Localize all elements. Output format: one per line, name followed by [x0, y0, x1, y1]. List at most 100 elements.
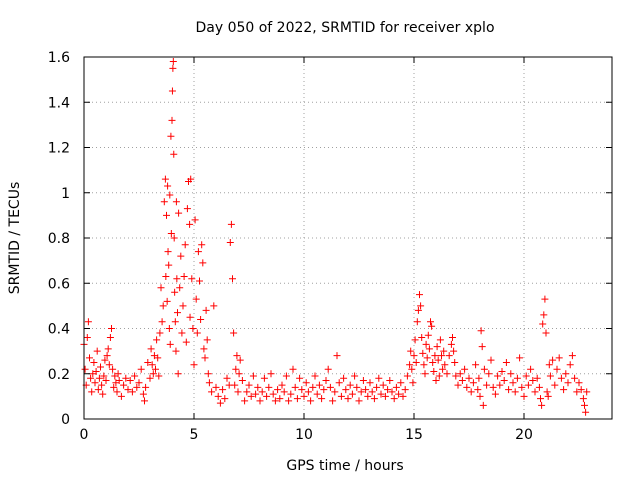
data-point — [191, 216, 199, 224]
data-point — [223, 374, 231, 382]
data-point — [451, 358, 459, 366]
data-point — [160, 198, 168, 206]
data-point — [562, 370, 570, 378]
data-point — [226, 239, 234, 247]
data-point — [187, 175, 195, 183]
data-point — [513, 374, 521, 382]
axis-ticks: 0 5 10 15 20 0 0.2 0.4 0.6 0.8 1 1.2 1.4 1.6 — [48, 50, 612, 443]
data-point — [439, 365, 447, 373]
data-point — [511, 388, 519, 396]
data-point — [110, 383, 118, 391]
data-point — [208, 388, 216, 396]
data-point — [95, 374, 103, 382]
data-point — [265, 383, 273, 391]
data-point — [200, 345, 208, 353]
data-point — [348, 390, 356, 398]
data-point — [205, 379, 213, 387]
data-point — [478, 343, 486, 351]
data-point — [416, 291, 423, 299]
data-point — [430, 367, 438, 375]
data-point — [355, 397, 363, 405]
data-point — [434, 356, 442, 364]
data-point — [531, 388, 539, 396]
data-point — [315, 381, 323, 389]
data-point — [137, 365, 145, 373]
data-point — [258, 388, 266, 396]
data-point — [441, 361, 449, 369]
y-tick-label: 0 — [61, 412, 70, 428]
data-point — [500, 377, 508, 385]
data-point — [233, 352, 241, 360]
data-point — [311, 372, 319, 380]
data-point — [397, 379, 405, 387]
data-point — [386, 377, 394, 385]
data-point — [496, 381, 504, 389]
data-point — [368, 388, 376, 396]
y-tick-label: 1 — [61, 186, 70, 202]
data-points — [80, 58, 591, 416]
data-point — [167, 132, 175, 140]
data-point — [171, 288, 179, 296]
data-point — [498, 367, 506, 375]
data-point — [197, 315, 205, 323]
data-point — [142, 383, 150, 391]
data-point — [505, 386, 513, 394]
data-point — [81, 365, 89, 373]
data-point — [340, 374, 348, 382]
data-point — [115, 377, 123, 385]
data-point — [243, 388, 251, 396]
data-point — [300, 392, 308, 400]
data-point — [541, 295, 549, 303]
data-point — [260, 374, 268, 382]
data-point — [190, 361, 198, 369]
data-point — [163, 211, 170, 219]
data-point — [461, 365, 469, 373]
grid — [84, 57, 612, 419]
data-point — [392, 383, 400, 391]
data-point — [229, 275, 236, 283]
data-point — [169, 64, 177, 72]
y-tick-label: 0.2 — [48, 367, 70, 383]
data-point — [491, 390, 499, 398]
data-point — [421, 370, 429, 378]
data-point — [214, 392, 222, 400]
data-point — [97, 363, 104, 371]
data-point — [537, 395, 544, 403]
data-point — [178, 329, 186, 337]
data-point — [410, 352, 418, 360]
chart-title: Day 050 of 2022, SRMTID for receiver xpl… — [195, 20, 494, 36]
data-point — [201, 354, 209, 362]
data-point — [104, 345, 112, 353]
data-point — [313, 390, 321, 398]
data-point — [280, 388, 288, 396]
data-point — [94, 386, 102, 394]
data-point — [307, 397, 315, 405]
data-point — [168, 87, 176, 95]
data-point — [133, 383, 141, 391]
data-point — [114, 370, 122, 378]
data-point — [165, 261, 173, 269]
data-point — [465, 374, 473, 382]
data-point — [157, 284, 165, 292]
data-point — [158, 318, 166, 326]
x-axis-label: GPS time / hours — [286, 458, 403, 474]
data-point — [241, 397, 249, 405]
data-point — [373, 383, 381, 391]
data-point — [309, 383, 317, 391]
data-point — [86, 354, 93, 362]
data-point — [135, 379, 143, 387]
data-point — [122, 374, 130, 382]
data-point — [507, 370, 515, 378]
data-point — [527, 365, 535, 373]
data-point — [560, 386, 568, 394]
data-point — [161, 175, 169, 183]
data-point — [98, 381, 106, 389]
y-tick-label: 0.6 — [48, 276, 70, 292]
data-point — [483, 381, 491, 389]
data-point — [573, 388, 581, 396]
data-point — [174, 309, 181, 317]
data-point — [533, 374, 541, 382]
x-tick-label: 0 — [80, 427, 89, 443]
data-point — [198, 241, 206, 249]
